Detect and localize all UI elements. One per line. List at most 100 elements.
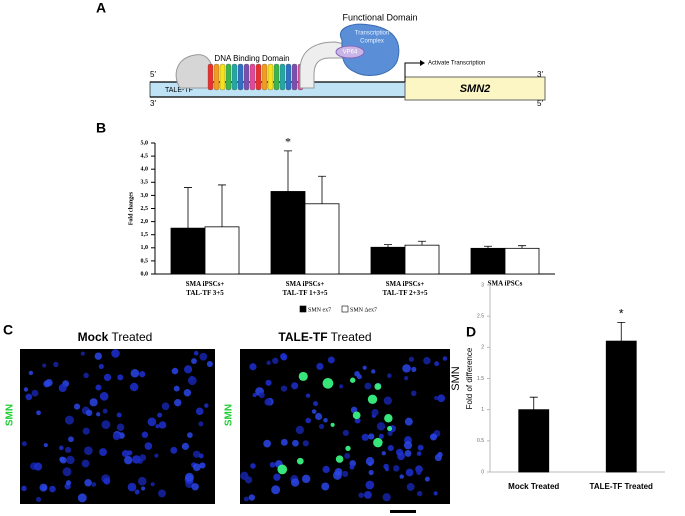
nucleus: [116, 423, 125, 431]
bar: [504, 247, 540, 275]
nucleus: [49, 485, 56, 493]
nucleus: [198, 421, 204, 427]
nucleus: [437, 451, 443, 458]
nucleus: [318, 423, 325, 430]
nucleus: [244, 476, 253, 484]
nucleus: [130, 368, 140, 378]
nucleus: [28, 370, 34, 376]
nucleus: [402, 364, 411, 373]
x-tick-label-line: TAL-TF 1+3+5: [282, 289, 328, 297]
nucleus: [141, 431, 149, 438]
nucleus: [25, 393, 33, 401]
nucleus: [36, 410, 41, 416]
nucleus: [368, 433, 375, 440]
nucleus: [191, 483, 199, 491]
stain-label: SMN: [224, 404, 235, 426]
nucleus: [406, 483, 415, 491]
nucleus: [186, 432, 193, 439]
dna-binding-label: DNA Binding Domain: [214, 54, 289, 63]
nucleus: [266, 360, 271, 365]
x-tick-label-line: SMA iPSCs+: [186, 280, 225, 288]
nucleus: [65, 480, 72, 486]
repeat: [279, 63, 286, 91]
nucleus: [322, 465, 330, 474]
nucleus: [405, 468, 414, 477]
smn-signal: [345, 445, 351, 452]
error-bar: [384, 244, 392, 248]
nucleus: [342, 470, 349, 478]
nucleus: [193, 450, 201, 458]
nucleus: [365, 457, 375, 466]
nucleus: [192, 463, 201, 472]
y-tick-label: 1,0: [141, 245, 149, 251]
nucleus: [358, 492, 364, 498]
bar: [170, 227, 206, 275]
nucleus: [437, 394, 446, 403]
bar: [204, 226, 240, 275]
error-bar: [529, 396, 538, 410]
nucleus: [311, 409, 317, 414]
nucleus: [53, 361, 59, 368]
nucleus: [423, 357, 431, 365]
nucleus: [31, 389, 39, 397]
nucleus: [381, 451, 386, 456]
nucleus: [21, 485, 27, 492]
smn-signal: [373, 437, 383, 448]
nucleus: [356, 374, 362, 380]
nucleus: [384, 467, 390, 472]
nucleus: [365, 480, 375, 490]
nucleus: [292, 439, 299, 447]
nucleus: [84, 446, 93, 455]
image-title: TALE-TF Treated: [278, 330, 371, 344]
nucleus: [195, 407, 204, 416]
nucleus: [442, 356, 448, 361]
nucleus: [84, 478, 92, 487]
nucleus: [141, 486, 146, 491]
gene-box: [404, 76, 546, 101]
nucleus: [139, 371, 146, 378]
arrow-head: [420, 60, 425, 66]
y-tick-label: 5,0: [141, 140, 149, 146]
nucleus: [77, 493, 87, 503]
smn-signal: [350, 377, 356, 383]
nucleus: [174, 398, 182, 407]
nucleus: [280, 385, 288, 392]
nucleus: [264, 398, 272, 406]
nucleus: [185, 367, 191, 373]
repeat: [273, 63, 280, 91]
nucleus: [42, 363, 47, 368]
x-tick-label: TALE-TF Treated: [590, 482, 654, 491]
nucleus: [403, 376, 409, 381]
micrographs: Mock Treated TALE-TF Treated SMN SMN: [5, 330, 450, 513]
activate-label: Activate Transcription: [428, 61, 485, 67]
image-title: Mock Treated: [78, 330, 153, 344]
nucleus: [368, 462, 373, 467]
nucleus: [43, 380, 51, 388]
nucleus: [91, 482, 97, 487]
nucleus: [387, 430, 393, 436]
nucleus: [81, 459, 90, 468]
nucleus: [424, 476, 430, 482]
diagram: SMN2 TALE-TF 5′ 3′ 3′ 5′ VP64 Transcript…: [149, 12, 546, 108]
bar: [605, 340, 637, 473]
x-tick-label-line: SMA iPSCs+: [286, 280, 325, 288]
nucleus: [155, 424, 160, 429]
nucleus: [290, 478, 300, 487]
nucleus: [85, 409, 93, 417]
repeat: [207, 63, 214, 91]
nucleus: [204, 403, 209, 408]
nucleus: [305, 417, 311, 424]
x-tick-label: SMA iPSCs+ TAL-TF 1+3+5: [282, 280, 328, 297]
image-title-rest: Treated: [331, 330, 372, 344]
x-tick-label: Mock Treated: [508, 482, 559, 491]
nucleus: [198, 453, 204, 459]
nucleus: [363, 490, 372, 499]
y-tick-label: 0.5: [477, 438, 484, 444]
nucleus: [191, 358, 197, 364]
strand-end: 5′: [150, 70, 156, 79]
error-bar: [518, 245, 526, 249]
repeat: [237, 63, 244, 91]
smn-signal: [374, 383, 382, 390]
significance: *: [285, 135, 291, 149]
